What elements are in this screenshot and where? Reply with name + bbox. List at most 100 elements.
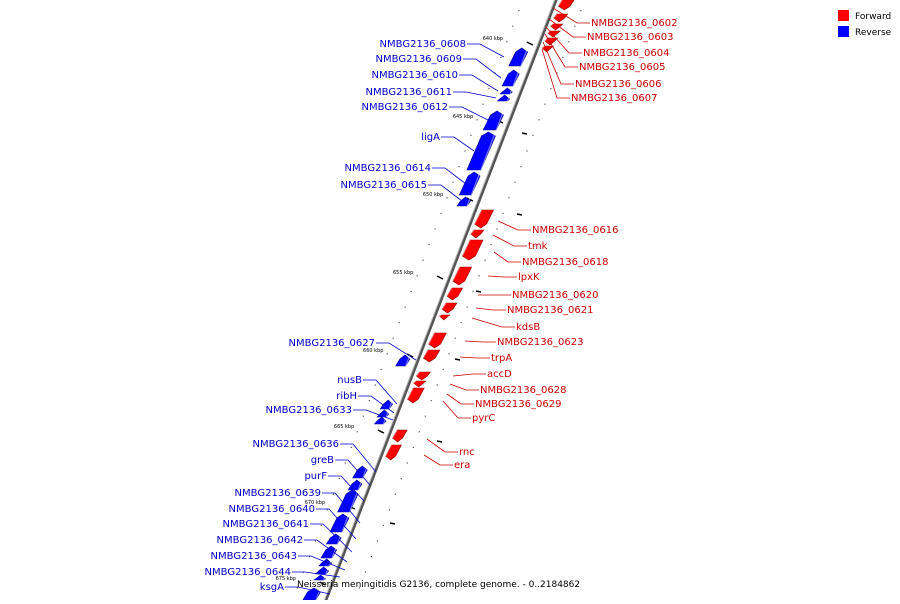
forward-gene-label[interactable]: tmk: [528, 241, 548, 252]
forward-gene-label[interactable]: NMBG2136_0623: [497, 337, 583, 348]
reverse-gene-arrow[interactable]: [313, 574, 327, 581]
forward-gene-label[interactable]: rnc: [459, 447, 475, 458]
scale-dot: [398, 322, 400, 324]
forward-leader-line: [492, 234, 527, 247]
reverse-gene-arrow[interactable]: [482, 110, 504, 131]
reverse-gene-label[interactable]: NMBG2136_0615: [341, 180, 427, 191]
scale-dot: [386, 353, 388, 355]
forward-gene-arrow[interactable]: [413, 380, 427, 388]
reverse-gene-label[interactable]: NMBG2136_0608: [380, 39, 466, 50]
reverse-gene-label[interactable]: NMBG2136_0610: [372, 70, 458, 81]
forward-gene-label[interactable]: NMBG2136_0629: [475, 399, 561, 410]
forward-leader-line: [442, 400, 471, 419]
forward-gene-label[interactable]: era: [454, 460, 470, 471]
forward-gene-arrow[interactable]: [461, 239, 484, 261]
reverse-gene-arrow[interactable]: [466, 131, 496, 171]
forward-gene-arrow[interactable]: [470, 229, 485, 239]
forward-gene-label[interactable]: kdsB: [516, 322, 540, 333]
reverse-gene-arrow[interactable]: [458, 171, 481, 196]
reverse-gene-label[interactable]: NMBG2136_0639: [235, 488, 321, 499]
reverse-gene-label[interactable]: purF: [304, 471, 327, 482]
reverse-gene-label[interactable]: NMBG2136_0627: [289, 338, 375, 349]
reverse-gene-label[interactable]: NMBG2136_0640: [229, 504, 315, 515]
forward-gene-arrow[interactable]: [553, 13, 569, 23]
forward-gene-arrow[interactable]: [550, 23, 564, 31]
scale-dot: [362, 415, 364, 417]
reverse-gene-label[interactable]: NMBG2136_0636: [253, 439, 339, 450]
forward-gene-label[interactable]: NMBG2136_0620: [512, 290, 598, 301]
reverse-gene-arrow[interactable]: [318, 558, 333, 567]
forward-gene-arrow[interactable]: [438, 314, 451, 321]
reverse-gene-label[interactable]: NMBG2136_0643: [211, 551, 297, 562]
forward-gene-arrow[interactable]: [557, 0, 575, 11]
reverse-leader-line: [335, 459, 371, 486]
forward-gene-label[interactable]: NMBG2136_0621: [507, 305, 593, 316]
reverse-gene-arrow[interactable]: [320, 545, 338, 559]
reverse-gene-label[interactable]: greB: [311, 455, 334, 466]
forward-gene-arrow[interactable]: [452, 266, 473, 286]
reverse-gene-label[interactable]: nusB: [337, 375, 362, 386]
forward-gene-label[interactable]: NMBG2136_0607: [571, 93, 657, 104]
reverse-gene-label[interactable]: ribH: [336, 391, 357, 402]
reverse-gene-arrow[interactable]: [325, 533, 342, 545]
forward-gene-label[interactable]: NMBG2136_0628: [480, 385, 566, 396]
forward-gene-arrow[interactable]: [415, 371, 431, 381]
reverse-gene-arrow[interactable]: [395, 354, 411, 367]
scale-dot: [422, 259, 424, 261]
forward-gene-label[interactable]: NMBG2136_0605: [579, 62, 665, 73]
gene-shading: [388, 399, 394, 410]
reverse-leader-line: [292, 571, 341, 578]
reverse-gene-arrow[interactable]: [379, 399, 394, 410]
scale-dot: [382, 524, 384, 526]
gene-shading: [461, 239, 471, 257]
forward-gene-arrow[interactable]: [392, 429, 408, 443]
forward-gene-label[interactable]: NMBG2136_0618: [522, 257, 608, 268]
forward-gene-label[interactable]: pyrC: [472, 413, 495, 424]
forward-gene-arrow[interactable]: [441, 302, 458, 314]
reverse-gene-arrow[interactable]: [508, 47, 529, 67]
reverse-gene-label[interactable]: NMBG2136_0642: [217, 535, 303, 546]
gene-shading: [474, 209, 483, 225]
reverse-gene-label[interactable]: NMBG2136_0611: [366, 87, 452, 98]
reverse-gene-label[interactable]: ligA: [421, 132, 440, 143]
reverse-gene-arrow[interactable]: [329, 513, 350, 533]
reverse-gene-arrow[interactable]: [352, 465, 368, 479]
reverse-gene-arrow[interactable]: [499, 87, 513, 95]
forward-gene-arrow[interactable]: [446, 287, 464, 301]
reverse-gene-arrow[interactable]: [373, 416, 387, 425]
scale-dot: [332, 493, 334, 495]
scale-dot: [508, 197, 510, 199]
forward-gene-label[interactable]: NMBG2136_0616: [532, 225, 618, 236]
forward-gene-label[interactable]: lpxK: [518, 272, 540, 283]
forward-gene-label[interactable]: accD: [487, 369, 512, 380]
tick-mark: [526, 41, 534, 46]
scale-dot: [374, 384, 376, 386]
reverse-gene-label[interactable]: NMBG2136_0614: [345, 163, 431, 174]
forward-leader-line: [459, 356, 490, 359]
reverse-gene-label[interactable]: ksgA: [260, 582, 284, 593]
reverse-gene-arrow[interactable]: [496, 94, 511, 102]
forward-gene-label[interactable]: NMBG2136_0603: [587, 32, 673, 43]
scale-dot: [364, 571, 367, 573]
forward-gene-arrow[interactable]: [385, 444, 402, 461]
reverse-gene-label[interactable]: NMBG2136_0609: [376, 54, 462, 65]
forward-gene-arrow[interactable]: [428, 332, 447, 349]
scale-dot: [556, 72, 558, 74]
forward-gene-arrow[interactable]: [407, 387, 425, 404]
reverse-gene-label[interactable]: NMBG2136_0612: [362, 102, 448, 113]
reverse-leader-line: [322, 492, 361, 524]
reverse-gene-label[interactable]: NMBG2136_0633: [266, 405, 352, 416]
forward-gene-label[interactable]: trpA: [491, 353, 512, 364]
reverse-gene-label[interactable]: NMBG2136_0641: [223, 519, 309, 530]
forward-gene-arrow[interactable]: [474, 209, 495, 229]
forward-gene-label[interactable]: NMBG2136_0602: [591, 18, 677, 29]
scale-dot: [562, 56, 564, 58]
gene-shading: [428, 332, 435, 345]
forward-gene-label[interactable]: NMBG2136_0606: [575, 79, 661, 90]
forward-gene-arrow[interactable]: [422, 349, 441, 363]
gene-shading: [362, 465, 368, 479]
forward-gene-label[interactable]: NMBG2136_0604: [583, 48, 669, 59]
tick-mark: [466, 197, 474, 202]
reverse-gene-arrow[interactable]: [501, 69, 520, 87]
reverse-gene-label[interactable]: NMBG2136_0644: [205, 567, 291, 578]
